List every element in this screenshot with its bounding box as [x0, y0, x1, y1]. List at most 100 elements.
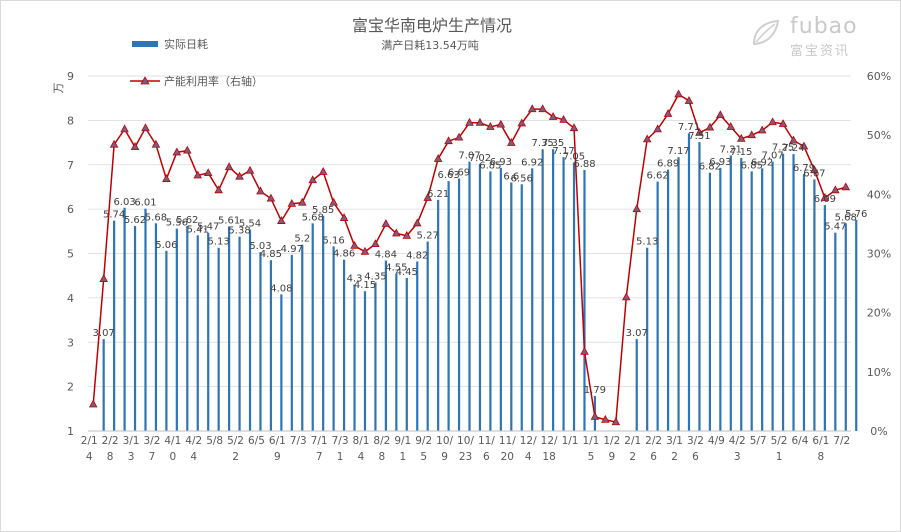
bar-data-label: 5.41 [187, 224, 209, 235]
x-tick-label-line2: 2 [232, 451, 239, 463]
x-tick-label: 12/ [520, 435, 537, 447]
bar-data-label: 5.62 [124, 215, 146, 226]
x-tick-label: 3/2 [143, 435, 160, 447]
bar [834, 232, 837, 431]
bar [646, 247, 649, 431]
x-tick-label-line2: 2 [629, 451, 636, 463]
y-left-tick-label: 5 [67, 248, 74, 261]
x-tick-label-line2: 9 [441, 451, 448, 463]
bar [123, 207, 126, 431]
bar [102, 339, 105, 431]
legend-bar-swatch [132, 41, 158, 47]
bar [322, 215, 325, 431]
line-marker [381, 219, 391, 227]
legend-bar-label: 实际日耗 [164, 37, 208, 51]
bar-data-label: 6.6 [503, 172, 519, 183]
x-tick-label: 6/1 [269, 435, 286, 447]
line-marker [768, 117, 777, 126]
bar [792, 154, 795, 431]
bar [217, 247, 220, 431]
bar-data-label: 7.71 [678, 122, 700, 133]
x-tick-label: 2/1 [81, 435, 98, 447]
bar-data-label: 6.89 [657, 159, 679, 170]
line-series [88, 89, 851, 426]
bar [228, 226, 231, 431]
bar-data-label: 5.2 [294, 234, 310, 245]
bar-data-label: 5.47 [197, 222, 219, 233]
bar [437, 199, 440, 431]
bar-data-label: 4.82 [406, 250, 428, 261]
bar-data-label: 4.85 [260, 249, 282, 260]
line-marker [433, 153, 443, 162]
bar [813, 179, 816, 431]
line-marker [162, 174, 171, 182]
bar [363, 291, 367, 431]
line-marker [444, 136, 453, 145]
line-marker [810, 165, 819, 174]
x-tick-label: 11/ [478, 435, 495, 447]
x-tick-label: 2/2 [102, 435, 119, 447]
line-marker [256, 186, 265, 195]
bar-data-label: 7.21 [720, 144, 742, 155]
bar-data-label: 7.15 [730, 147, 752, 158]
line-marker [517, 118, 527, 127]
bar-data-label: 3.07 [93, 328, 115, 339]
bar [238, 236, 241, 431]
line-marker [496, 119, 506, 128]
x-tick-label-line2: 23 [459, 451, 472, 463]
bar-data-label: 7.02 [469, 153, 491, 164]
bar [771, 161, 774, 432]
bar [531, 168, 534, 432]
line-marker [475, 117, 485, 126]
x-tick-label-line2: 9 [274, 451, 281, 463]
y-right-tick-label: 40% [867, 188, 891, 201]
bar [687, 133, 691, 431]
line-marker [141, 123, 150, 132]
x-tick-label: 7/2 [833, 435, 850, 447]
x-tick-label-line2: 6 [650, 451, 657, 463]
line-marker [747, 130, 756, 139]
bar-data-label: 6.56 [511, 173, 533, 184]
x-tick-label-line2: 1 [337, 451, 344, 463]
line-marker [674, 89, 683, 98]
x-tick-label: 4/2 [729, 435, 746, 447]
bar [489, 171, 492, 431]
bar [311, 223, 314, 431]
line-marker [287, 198, 297, 207]
bar-data-label: 7.51 [688, 131, 710, 142]
bar-data-label: 5.06 [155, 240, 177, 251]
x-tick-label-line2: 4 [525, 451, 532, 463]
line-marker [109, 139, 119, 148]
legend-line-label: 产能利用率（右轴） [164, 74, 263, 88]
x-tick-label-line2: 1 [399, 451, 406, 463]
bar-data-label: 3.07 [626, 328, 648, 339]
line-marker [695, 127, 704, 136]
x-tick-label-line2: 4 [190, 451, 197, 463]
bar-data-label: 6.21 [427, 189, 449, 200]
line-marker [736, 133, 746, 142]
bar-data-label: 6.01 [134, 198, 156, 209]
line-marker [235, 171, 244, 180]
x-tick-label-line2: 9 [608, 451, 615, 463]
y-right-tick-label: 10% [867, 366, 891, 379]
x-tick-label: 6/1 [812, 435, 829, 447]
y-right-tick-label: 50% [867, 129, 891, 142]
bar-data-label: 6.67 [803, 168, 825, 179]
bar-data-label: 4.35 [364, 271, 386, 282]
bar-data-label: 5.54 [239, 219, 261, 230]
x-tick-label: 9/1 [394, 435, 411, 447]
line-marker [203, 168, 213, 177]
x-tick-label: 8/2 [373, 435, 390, 447]
bar-data-label: 4.3 [347, 274, 363, 285]
line-marker [684, 96, 694, 104]
bar-data-label: 7.24 [782, 143, 804, 154]
bar-data-label: 5.56 [166, 218, 188, 229]
bar [342, 259, 346, 431]
bar [666, 169, 670, 431]
bar [207, 232, 210, 431]
bar-data-label: 7.07 [761, 151, 783, 162]
line-marker [172, 147, 182, 156]
line-marker [183, 145, 192, 154]
bar [677, 157, 680, 432]
